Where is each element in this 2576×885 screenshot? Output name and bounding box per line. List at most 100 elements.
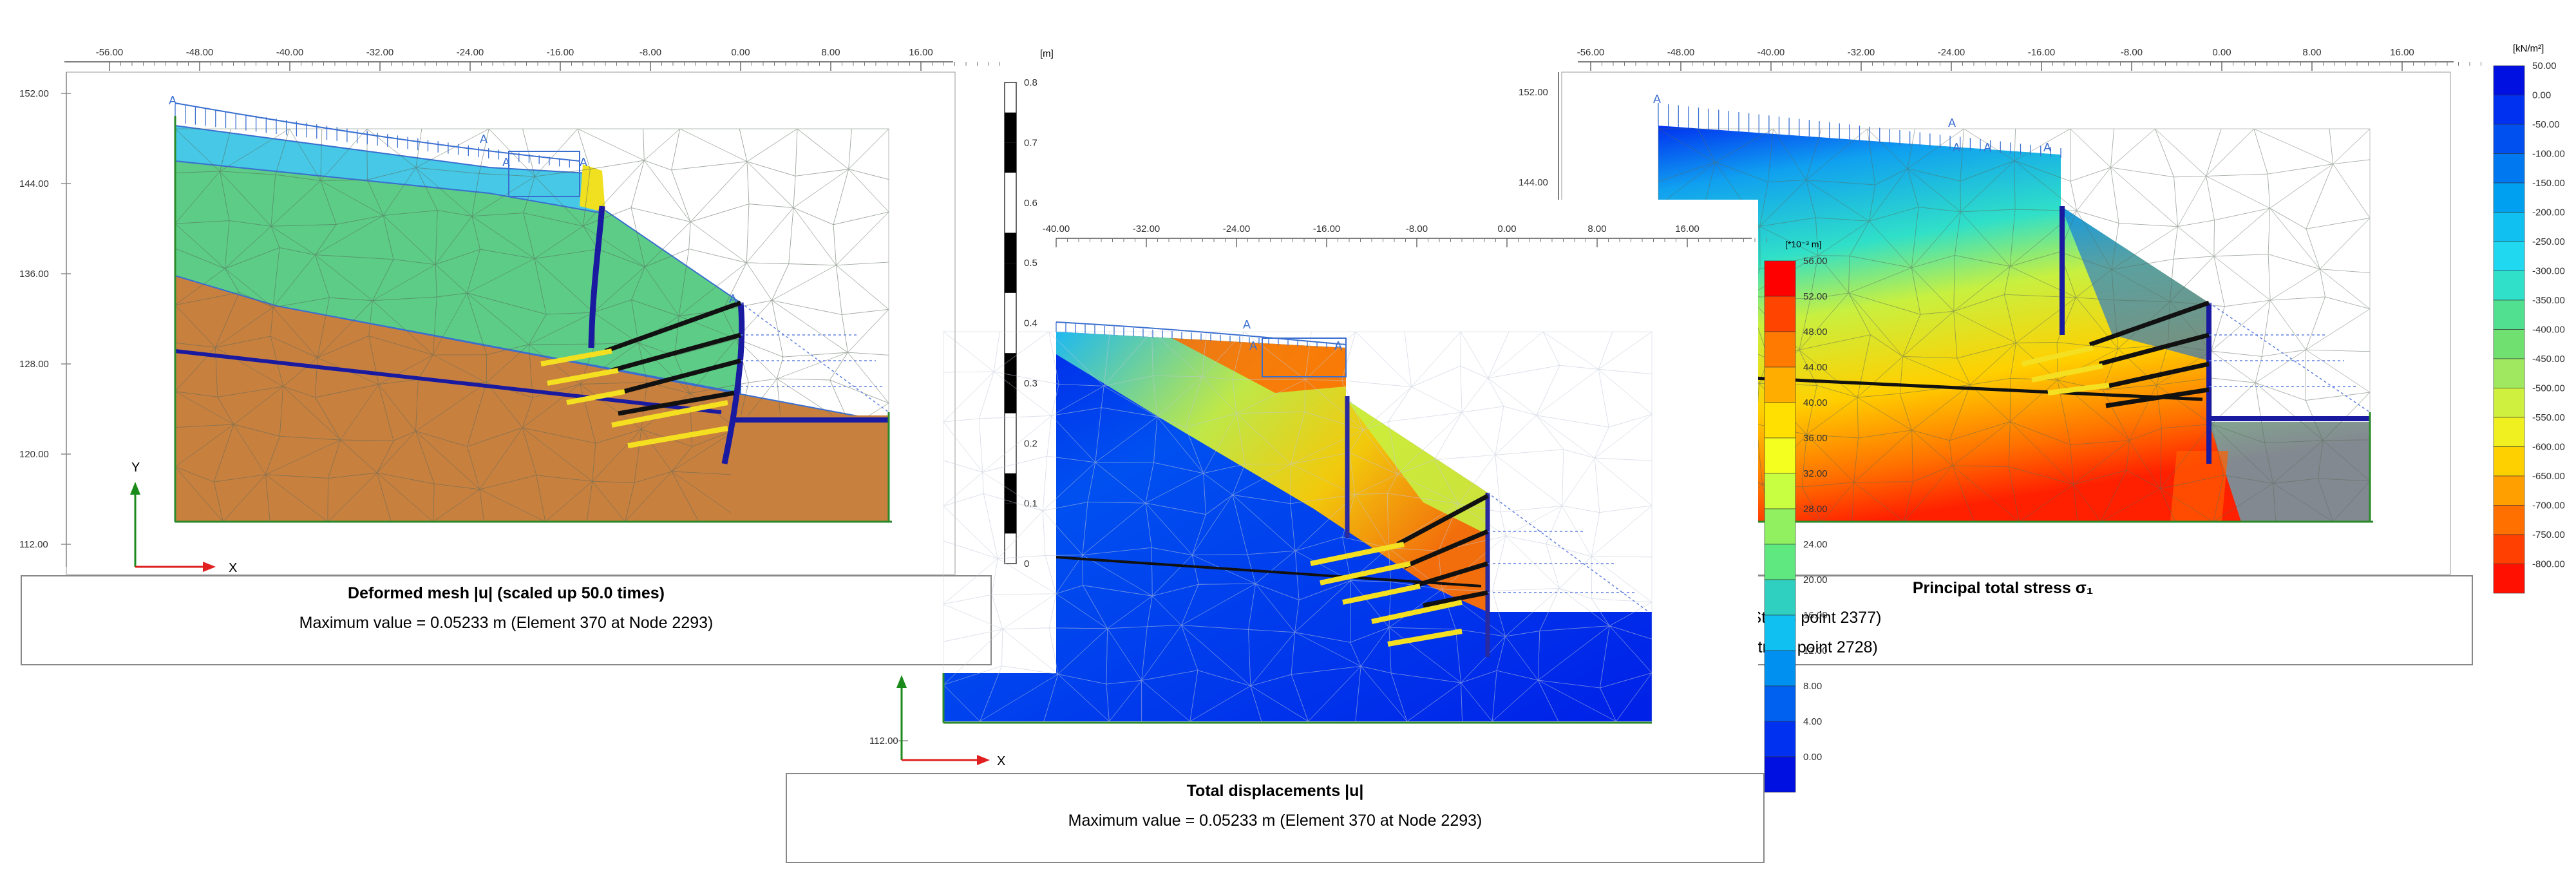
legend-value: -50.00 <box>2532 119 2560 130</box>
y-tick: 120.00 <box>19 449 49 460</box>
surface-load <box>1658 103 2061 158</box>
legend-value: -250.00 <box>2532 236 2565 247</box>
point-label: A <box>1653 93 1661 106</box>
y-tick: 112.00 <box>19 539 48 550</box>
caption-max-value: Maximum value = 0.05233 m (Element 370 a… <box>1068 812 1482 830</box>
caption-title: Total displacements |u| <box>1186 782 1364 800</box>
point-label: A <box>480 133 488 146</box>
x-axis-label: X <box>997 754 1005 768</box>
anchors <box>2022 300 2210 408</box>
legend-value: -300.00 <box>2532 266 2565 277</box>
legend-value: -350.00 <box>2532 295 2565 306</box>
legend-value: 36.00 <box>1803 433 1828 444</box>
caption-title: Deformed mesh |u| (scaled up 50.0 times) <box>348 584 665 602</box>
legend-value: 52.00 <box>1803 291 1828 302</box>
x-tick: -40.00 <box>1757 47 1785 58</box>
legend-value: -450.00 <box>2532 354 2565 365</box>
scale-tick: 0.8 <box>1024 77 1037 88</box>
interface-line <box>175 349 722 414</box>
y-tick: 112.00 <box>869 736 898 747</box>
legend-value: -750.00 <box>2532 529 2565 540</box>
x-tick: 16.00 <box>1675 224 1700 234</box>
anchors <box>1310 493 1489 647</box>
x-tick: -56.00 <box>1577 47 1605 58</box>
point-label: A <box>1249 339 1257 352</box>
x-tick: -8.00 <box>2121 47 2143 58</box>
legend-value: -100.00 <box>2532 149 2565 160</box>
legend-value: -600.00 <box>2532 442 2565 453</box>
scale-tick: 0.2 <box>1024 438 1037 449</box>
displacement-field <box>943 332 1652 721</box>
legend-value: 8.00 <box>1803 681 1822 692</box>
stress-field <box>1658 126 2370 522</box>
legend-value: 0.00 <box>1803 752 1822 763</box>
caption-max-value: Maximum value = 0.05233 m (Element 370 a… <box>299 614 714 632</box>
legend-value: 48.00 <box>1803 327 1828 338</box>
x-ruler: -40.00 -32.00 -24.00 -16.00 -8.00 0.00 8.00 16.… <box>1043 224 1766 247</box>
x-tick: -16.00 <box>2028 47 2056 58</box>
x-tick: 0.00 <box>731 47 750 58</box>
legend-value: 16.00 <box>1803 610 1828 621</box>
deformed-mesh-plot: -56.00 -48.00 -40.00 -32.00 -24.00 -16.00 -8.0… <box>19 47 1054 575</box>
legend-value: 40.00 <box>1803 397 1828 408</box>
legend-unit: [*10⁻³ m] <box>1785 239 1821 249</box>
y-tick: 144.00 <box>1519 177 1548 188</box>
x-tick: -32.00 <box>1133 224 1160 234</box>
lower-wall <box>721 302 745 464</box>
x-axis-label: X <box>229 561 237 575</box>
y-tick: 152.00 <box>1519 87 1548 98</box>
point-label: A <box>1984 141 1991 154</box>
y-ruler: 152.00 144.00 136.00 128.00 120.00 112.00 <box>19 88 71 550</box>
x-ruler: -56.00 -48.00 -40.00 -32.00 -24.00 -16.00 -8.0… <box>96 47 1000 71</box>
point-label: A <box>580 156 587 169</box>
legend-value: -500.00 <box>2532 383 2565 394</box>
legend-value: -400.00 <box>2532 325 2565 336</box>
anchors <box>540 300 742 448</box>
x-tick: 8.00 <box>1587 224 1606 234</box>
point-label: A <box>169 94 176 107</box>
point-label: A <box>1948 117 1956 129</box>
x-tick: -40.00 <box>1043 224 1070 234</box>
x-ruler: -56.00 -48.00 -40.00 -32.00 -24.00 -16.00 -8.0… <box>1577 47 2481 71</box>
legend-value: 50.00 <box>2532 61 2557 71</box>
legend-value: 28.00 <box>1803 504 1828 515</box>
deformed-mesh-panel: -56.00 -48.00 -40.00 -32.00 -24.00 -16.00 -8.0… <box>0 0 1054 676</box>
x-tick: -24.00 <box>457 47 484 58</box>
scale-tick: 0.3 <box>1024 378 1037 389</box>
legend-value: -700.00 <box>2532 500 2565 511</box>
point-label: A <box>1334 339 1342 352</box>
x-tick: -24.00 <box>1223 224 1251 234</box>
x-tick: -56.00 <box>96 47 124 58</box>
legend-value: 32.00 <box>1803 468 1828 479</box>
scale-tick: 0.7 <box>1024 137 1037 148</box>
legend-value: -550.00 <box>2532 412 2565 423</box>
principal-stress-plot: -56.00 -48.00 -40.00 -32.00 -24.00 -16.00 -8.0… <box>1519 43 2565 594</box>
point-label: A <box>2043 141 2051 154</box>
stress-legend: 50.00 0.00 -50.00 -100.00 -150.00 -200.00 -250… <box>2493 61 2565 594</box>
total-displacements-panel: -40.00 -32.00 -24.00 -16.00 -8.00 0.00 8.00 16.… <box>786 200 1906 863</box>
legend-value: 0.00 <box>2532 90 2551 101</box>
upper-wall <box>588 205 605 348</box>
y-tick: 128.00 <box>19 359 49 370</box>
x-tick: -32.00 <box>1848 47 1875 58</box>
legend-value: -200.00 <box>2532 207 2565 218</box>
point-label: A <box>729 292 737 305</box>
legend-unit: [kN/m²] <box>2513 43 2544 54</box>
scale-tick: 0.6 <box>1024 198 1037 209</box>
mesh-lines <box>943 331 1653 722</box>
x-tick: -32.00 <box>366 47 394 58</box>
scale-tick: 0.4 <box>1024 318 1037 329</box>
x-tick: -8.00 <box>1406 224 1428 234</box>
scale-unit: [m] <box>1040 48 1054 59</box>
displacement-legend: 56.00 52.00 48.00 44.00 40.00 36.00 32.00 28.00… <box>1764 256 1828 793</box>
x-tick: -24.00 <box>1938 47 1965 58</box>
deformed-mesh-caption: Deformed mesh |u| (scaled up 50.0 times)… <box>21 575 992 665</box>
total-displacements-plot: -40.00 -32.00 -24.00 -16.00 -8.00 0.00 8.00 16.… <box>869 224 1828 793</box>
x-tick: -48.00 <box>1667 47 1695 58</box>
point-label: A <box>1243 318 1251 331</box>
legend-value: 56.00 <box>1803 256 1828 267</box>
x-tick: -16.00 <box>547 47 574 58</box>
legend-value: 44.00 <box>1803 362 1828 373</box>
total-displacements-caption: Total displacements |u| Maximum value = … <box>786 773 1765 863</box>
mesh-lines <box>175 128 889 522</box>
